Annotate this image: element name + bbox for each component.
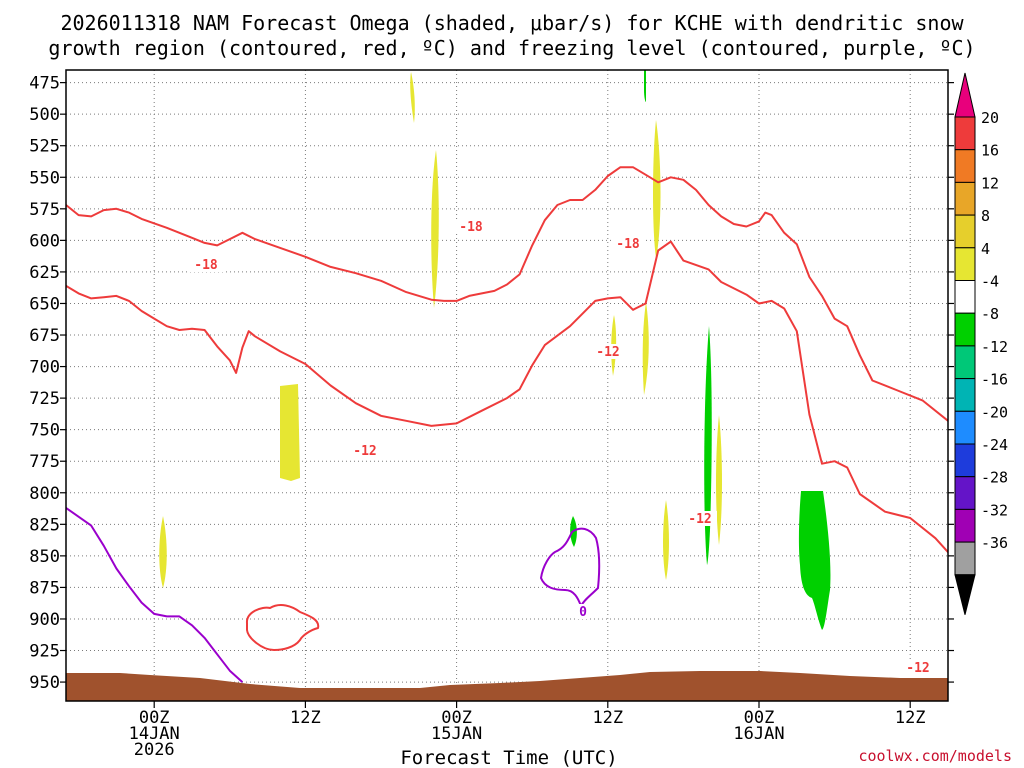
colorbar: 20 16 12 8 4 -4 -8 -12 -16 -20 -24 -28 -32 -36 <box>954 72 1008 615</box>
colorbar-bottom-arrow <box>954 574 976 615</box>
colorbar-label: -4 <box>981 273 999 291</box>
y-tick-label: 575 <box>29 200 60 220</box>
x-tick-label: 2026 <box>134 740 175 760</box>
y-tick-label: 825 <box>29 515 60 535</box>
contour-labels: -18 -18 -18 -12 -12 -12 -12 0 <box>189 219 935 676</box>
colorbar-swatch <box>954 280 976 314</box>
y-axis: 475 500 525 550 575 600 625 650 675 700 725 750 775 8… <box>29 74 954 693</box>
x-tick-label: 14JAN <box>129 724 180 744</box>
y-tick-label: 475 <box>29 74 60 94</box>
y-tick-label: 800 <box>29 484 60 504</box>
colorbar-swatch <box>954 149 976 183</box>
colorbar-label: -8 <box>981 305 999 323</box>
x-tick-label: 12Z <box>290 708 321 728</box>
colorbar-swatch <box>954 345 976 380</box>
colorbar-swatch <box>954 508 976 543</box>
chart-title-line-2: growth region (contoured, red, ºC) and f… <box>48 36 975 60</box>
omega-shading <box>159 70 831 630</box>
y-tick-label: 775 <box>29 452 60 472</box>
x-tick-label: 00Z <box>441 708 472 728</box>
y-tick-label: 625 <box>29 263 60 283</box>
y-tick-label: 925 <box>29 642 60 662</box>
terrain <box>66 671 948 701</box>
contour-label: -12 <box>353 444 376 459</box>
y-tick-label: 900 <box>29 610 60 630</box>
x-axis: 00Z14JAN202612Z00Z15JAN12Z00Z16JAN12Z00Z… <box>129 701 926 760</box>
colorbar-label: -32 <box>981 501 1008 519</box>
y-tick-label: 750 <box>29 421 60 441</box>
omega-cell-green <box>798 491 831 630</box>
colorbar-swatch <box>954 378 976 412</box>
colorbar-label: 16 <box>981 142 999 160</box>
y-tick-label: 550 <box>29 168 60 188</box>
colorbar-swatch <box>954 214 976 249</box>
x-tick-label: 00Z <box>139 708 170 728</box>
colorbar-label: 12 <box>981 174 999 192</box>
colorbar-label: 20 <box>981 109 999 127</box>
contour-line-1 <box>66 240 948 554</box>
contour-label: -12 <box>906 661 929 676</box>
contour-line-freezing-loop <box>539 527 601 609</box>
y-tick-label: 875 <box>29 578 60 598</box>
y-tick-label: 525 <box>29 137 60 157</box>
colorbar-swatch <box>954 116 976 151</box>
plot-area <box>66 70 948 701</box>
x-tick-label: 16JAN <box>733 724 784 744</box>
colorbar-label: -36 <box>981 534 1008 552</box>
x-axis-label: Forecast Time (UTC) <box>400 747 617 768</box>
colorbar-swatch <box>954 181 976 216</box>
colorbar-swatch <box>954 312 976 347</box>
omega-cell-yellow <box>431 150 439 308</box>
y-tick-label: 675 <box>29 326 60 346</box>
plot-frame <box>65 69 949 702</box>
contour-label: 0 <box>579 605 587 620</box>
omega-cell-yellow <box>410 72 415 123</box>
x-tick-label: 00Z <box>744 708 775 728</box>
omega-cell-green <box>644 70 646 102</box>
x-tick-label: 12Z <box>592 708 623 728</box>
colorbar-swatch <box>954 476 976 510</box>
y-tick-label: 700 <box>29 358 60 378</box>
colorbar-label: -24 <box>981 436 1008 454</box>
colorbar-label: -20 <box>981 403 1008 421</box>
colorbar-swatch <box>954 443 976 478</box>
contour-line-0 <box>66 166 948 422</box>
omega-cell-yellow <box>642 302 649 395</box>
colorbar-swatch <box>954 247 976 282</box>
contour-label: -18 <box>459 220 483 235</box>
colorbar-top-arrow <box>954 72 976 118</box>
y-tick-label: 950 <box>29 673 60 693</box>
chart-title-line-1: 2026011318 NAM Forecast Omega (shaded, μ… <box>60 11 964 35</box>
colorbar-label: 8 <box>981 207 990 225</box>
colorbar-swatch <box>954 410 976 445</box>
omega-cell-green <box>704 326 712 565</box>
y-tick-label: 650 <box>29 294 60 314</box>
contour-label: -18 <box>194 258 218 273</box>
y-tick-label: 600 <box>29 231 60 251</box>
contour-line-2 <box>246 604 320 651</box>
y-tick-label: 500 <box>29 105 60 125</box>
omega-cell-yellow <box>653 120 661 258</box>
colorbar-label: -16 <box>981 371 1008 389</box>
colorbar-label: 4 <box>981 240 990 258</box>
y-tick-label: 725 <box>29 389 60 409</box>
contour-label: -12 <box>688 512 711 527</box>
omega-cell-yellow <box>716 415 722 545</box>
contour-lines <box>66 166 948 683</box>
contour-label: -12 <box>596 345 619 360</box>
contour-line-3 <box>66 507 244 683</box>
omega-cell-yellow <box>280 384 300 481</box>
credit-text: coolwx.com/models <box>858 747 1012 765</box>
omega-cell-yellow <box>159 516 167 588</box>
contour-label: -18 <box>616 237 640 252</box>
x-tick-label: 15JAN <box>431 724 482 744</box>
colorbar-swatch <box>954 541 976 576</box>
colorbar-label: -12 <box>981 338 1008 356</box>
y-tick-label: 850 <box>29 547 60 567</box>
x-tick-label: 12Z <box>895 708 926 728</box>
colorbar-label: -28 <box>981 469 1008 487</box>
omega-cell-yellow <box>663 500 669 580</box>
